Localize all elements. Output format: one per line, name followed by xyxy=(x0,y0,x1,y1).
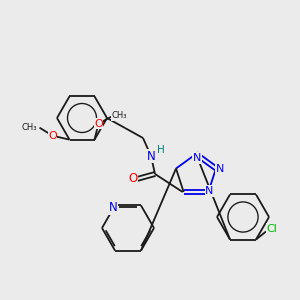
Text: CH₃: CH₃ xyxy=(22,123,38,132)
Text: N: N xyxy=(147,149,155,163)
Text: CH₃: CH₃ xyxy=(112,111,127,120)
Text: N: N xyxy=(193,153,201,163)
Text: N: N xyxy=(109,201,117,214)
Text: N: N xyxy=(216,164,224,173)
Text: N: N xyxy=(205,186,214,196)
Text: Cl: Cl xyxy=(267,224,278,233)
Text: O: O xyxy=(48,131,57,141)
Text: O: O xyxy=(128,172,138,185)
Text: O: O xyxy=(94,119,103,129)
Text: H: H xyxy=(157,145,165,155)
